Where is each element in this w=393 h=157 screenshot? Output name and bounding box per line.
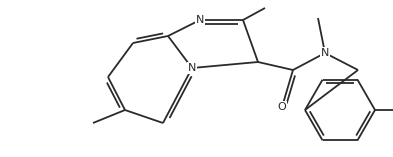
Text: N: N (196, 15, 204, 25)
Text: N: N (188, 63, 196, 73)
Text: N: N (321, 48, 329, 58)
Text: O: O (277, 102, 286, 112)
